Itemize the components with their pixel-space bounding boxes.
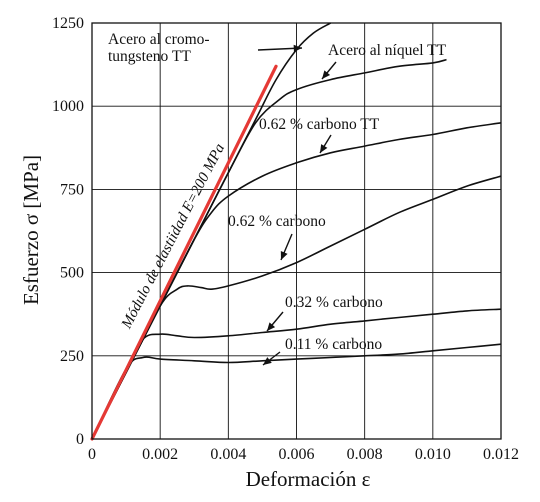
series-group [91,22,502,440]
y-tick-label: 1250 [52,15,84,32]
annotation-label: tungsteno TT [108,48,191,65]
annotation-label: 0.32 % carbono [285,294,383,311]
annotation-arrowhead [263,357,272,365]
annotation-label: Acero al cromo- [108,31,210,48]
annotation-arrowhead [322,70,331,79]
annotation-arrowhead [267,322,276,331]
axes-frame [91,22,502,440]
x-tick-label: 0 [88,446,96,463]
elastic-modulus-line [90,64,278,441]
series-line-0-11-carbono [91,343,502,440]
x-tick-label: 0.008 [347,446,383,463]
plot-frame [91,22,502,440]
series-line-acero-al-cromo-tungsteno-tt [91,22,332,440]
annotation-label: 0.62 % carbono TT [259,116,380,133]
annotations: Acero al cromo-tungsteno TT Acero al níqu… [108,31,447,366]
annotation-arrowhead [320,144,328,153]
x-axis-title: Deformación ε [246,467,371,491]
grid [92,23,501,439]
elastic-modulus-group: Módulo de elastiidad E=200 MPa [90,64,278,441]
x-tick-label: 0.004 [210,446,246,463]
y-tick-label: 0 [76,431,84,448]
x-tick-label: 0.012 [483,446,519,463]
x-tick-label: 0.002 [142,446,178,463]
y-tick-label: 250 [60,348,84,365]
y-axis-title: Esfuerzo σ [MPa] [19,155,43,305]
annotation-label: 0.11 % carbono [285,336,382,353]
annotation-label: Acero al níquel TT [328,42,447,59]
annotation-arrowhead [280,251,288,260]
annotation-label: 0.62 % carbono [228,213,326,230]
series-line-0-62-carbono [91,175,502,440]
series-line-0-32-carbono [91,308,502,440]
annotation-arrowhead [293,44,302,53]
x-tick-label: 0.010 [415,446,451,463]
elastic-modulus-label: Módulo de elastiidad E=200 MPa [118,141,228,332]
x-tick-label: 0.006 [279,446,315,463]
y-tick-label: 1000 [52,98,84,115]
y-tick-label: 500 [60,265,84,282]
tick-labels: 0 0.002 0.004 0.006 0.008 0.010 0.012 0 250 500 75… [52,15,519,463]
y-tick-label: 750 [60,181,84,198]
